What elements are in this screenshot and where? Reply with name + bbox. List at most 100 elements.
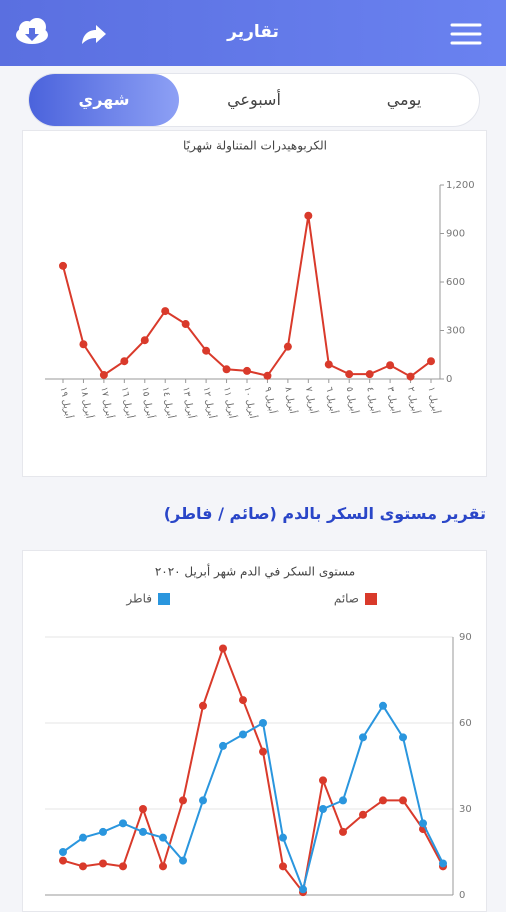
x-tick-label: أبريل ١٨ — [78, 386, 95, 419]
data-point — [427, 357, 435, 366]
data-point — [406, 372, 415, 381]
data-point — [239, 730, 247, 739]
x-tick-label: أبريل ٥ — [344, 386, 361, 415]
data-point — [119, 819, 127, 828]
y-tick-label: 0 — [459, 890, 465, 900]
x-tick-label: أبريل ١٦ — [119, 386, 136, 419]
data-point — [345, 370, 354, 379]
app-bar-icons — [16, 18, 482, 45]
legend-swatch — [365, 593, 377, 605]
y-tick-label: 0 — [446, 374, 452, 385]
data-point — [59, 848, 67, 856]
x-tick-label: أبريل ١٥ — [139, 386, 156, 419]
data-point — [319, 805, 327, 813]
x-tick-label: أبريل ١٧ — [98, 386, 115, 419]
x-tick-label: أبريل ١٠ — [242, 386, 259, 419]
data-point — [199, 701, 207, 710]
data-point — [181, 320, 190, 329]
chart-card — [22, 130, 487, 477]
x-tick-label: أبريل ١٩ — [58, 386, 75, 419]
data-point — [419, 819, 427, 828]
tab[interactable]: يومي — [386, 90, 422, 109]
x-tick-label: أبريل ١ — [426, 386, 443, 415]
y-tick-label: 300 — [446, 326, 465, 337]
x-tick-label: أبريل ٢ — [405, 386, 422, 415]
data-point — [263, 371, 272, 380]
x-tick-label: أبريل ١٢ — [201, 386, 218, 419]
tab[interactable]: أسبوعي — [227, 90, 281, 109]
data-point — [324, 360, 333, 369]
data-point — [439, 859, 447, 868]
x-tick-label: أبريل ٨ — [282, 386, 299, 415]
data-point — [386, 361, 395, 370]
x-tick-label: أبريل ١٣ — [180, 386, 197, 419]
data-point — [79, 862, 87, 871]
x-tick-label: أبريل ٦ — [323, 386, 340, 415]
data-point — [119, 862, 127, 871]
data-point — [120, 357, 129, 366]
menu-button[interactable] — [450, 23, 482, 45]
data-point — [243, 366, 251, 375]
data-point — [99, 370, 108, 379]
data-point — [199, 796, 207, 805]
data-point — [59, 856, 67, 865]
data-point — [140, 336, 149, 345]
data-point — [219, 644, 227, 653]
data-point — [339, 827, 347, 836]
data-line — [62, 703, 444, 893]
tab[interactable]: شهري — [29, 74, 179, 126]
data-point — [359, 810, 367, 819]
chart-title: الكربوهيدرات المتناولة شهريًا — [183, 139, 327, 154]
x-tick-label: أبريل ١١ — [221, 386, 238, 419]
data-point — [399, 733, 407, 742]
cloud-download-button[interactable] — [16, 18, 48, 44]
data-point — [99, 859, 107, 868]
data-point — [161, 307, 170, 316]
x-tick-label: أبريل ٣ — [385, 386, 402, 415]
data-point — [159, 862, 167, 871]
data-point — [399, 796, 407, 805]
y-tick-label: 90 — [459, 632, 472, 643]
app-title: تقارير — [227, 22, 279, 42]
legend-label: صائم — [334, 592, 359, 606]
data-point — [283, 342, 292, 351]
data-point — [99, 827, 107, 836]
data-point — [79, 340, 88, 349]
data-point — [59, 261, 67, 270]
data-point — [379, 796, 387, 805]
data-point — [299, 885, 307, 894]
data-point — [304, 211, 313, 220]
x-tick-label: أبريل ٤ — [364, 386, 381, 415]
data-point — [79, 833, 87, 842]
data-point — [259, 719, 267, 727]
data-point — [202, 346, 211, 355]
y-tick-label: 600 — [446, 277, 465, 288]
data-point — [319, 776, 327, 785]
data-point — [179, 856, 187, 865]
data-point — [365, 370, 374, 379]
data-point — [279, 862, 287, 871]
data-point — [359, 733, 367, 742]
chart-title: مستوى السكر في الدم شهر أبريل ٢٠٢٠ — [155, 564, 355, 580]
data-point — [339, 796, 347, 805]
data-point — [259, 747, 267, 756]
x-tick-label: أبريل ١٤ — [160, 386, 177, 419]
period-tabs: يومي أسبوعي شهري — [28, 73, 480, 127]
data-point — [279, 833, 287, 842]
app-bar: تقارير — [0, 0, 506, 66]
y-tick-label: 900 — [446, 229, 465, 240]
data-point — [159, 833, 167, 842]
data-point — [222, 365, 231, 374]
x-tick-label: أبريل ٩ — [262, 386, 279, 415]
data-point — [379, 701, 387, 710]
share-button[interactable] — [82, 25, 106, 44]
legend-label: فاطر — [125, 592, 152, 607]
legend-swatch — [158, 593, 170, 605]
y-tick-label: 30 — [459, 804, 472, 815]
data-point — [139, 805, 147, 813]
data-point — [239, 696, 247, 705]
data-line — [62, 215, 432, 378]
x-tick-label: أبريل ٧ — [303, 386, 320, 415]
y-tick-label: 60 — [459, 718, 472, 729]
